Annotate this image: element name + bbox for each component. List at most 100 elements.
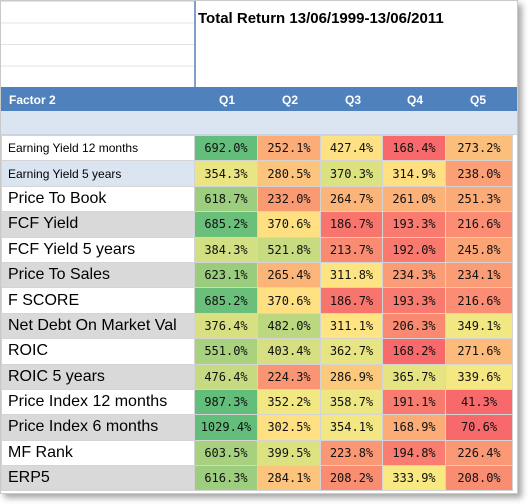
return-cell-q5[interactable]: 238.0% [445,160,513,187]
return-cell-q1[interactable]: 376.4% [194,312,258,340]
return-cell-q4[interactable]: 194.8% [382,439,446,467]
factor-name-cell[interactable]: FCF Yield [1,211,195,238]
return-cell-q2[interactable]: 302.5% [257,414,321,441]
return-cell-q1[interactable]: 623.1% [194,261,258,289]
return-cell-q4[interactable]: 168.4% [382,134,446,162]
return-cell-q3[interactable]: 213.7% [320,236,383,263]
return-cell-q1[interactable]: 616.3% [194,465,258,492]
header-q2[interactable]: Q2 [281,93,298,107]
return-cell-q3[interactable]: 370.3% [320,160,383,187]
return-cell-q4[interactable]: 261.0% [382,185,446,213]
return-cell-q4[interactable]: 333.9% [382,465,446,492]
return-cell-q3[interactable]: 311.1% [320,312,383,340]
return-cell-q5[interactable]: 41.3% [445,388,513,416]
return-cell-q1[interactable]: 603.5% [194,439,258,467]
return-cell-q3[interactable]: 358.7% [320,388,383,416]
return-cell-q2[interactable]: 521.8% [257,236,321,263]
return-cell-q3[interactable]: 427.4% [320,134,383,162]
factor-name-cell[interactable]: FCF Yield 5 years [1,236,195,263]
return-cell-q4[interactable]: 193.3% [382,287,446,314]
table-row: ROIC 551.0% 403.4% 362.7% 168.2% 271.6% [1,338,513,365]
return-cell-q5[interactable]: 226.4% [445,439,513,467]
return-cell-q3[interactable]: 186.7% [320,287,383,314]
return-cell-q3[interactable]: 264.7% [320,185,383,213]
return-cell-q5[interactable]: 216.6% [445,287,513,314]
factor-name-cell[interactable]: Earning Yield 5 years [1,160,195,187]
return-cell-q1[interactable]: 551.0% [194,338,258,365]
return-cell-q4[interactable]: 365.7% [382,363,446,390]
factor-name-cell[interactable]: ROIC [1,338,195,365]
return-cell-q3[interactable]: 286.9% [320,363,383,390]
return-cell-q2[interactable]: 482.0% [257,312,321,340]
return-cell-q4[interactable]: 193.3% [382,211,446,238]
return-cell-q5[interactable]: 245.8% [445,236,513,263]
return-cell-q2[interactable]: 399.5% [257,439,321,467]
return-cell-q3[interactable]: 186.7% [320,211,383,238]
return-cell-q4[interactable]: 206.3% [382,312,446,340]
factor-header-cell[interactable]: Factor 2 [9,93,56,107]
return-cell-q5[interactable]: 70.6% [445,414,513,441]
return-cell-q1[interactable]: 354.3% [194,160,258,187]
title-area: Total Return 13/06/1999-13/06/2011 [1,1,517,87]
return-cell-q3[interactable]: 311.8% [320,261,383,289]
return-cell-q2[interactable]: 280.5% [257,160,321,187]
return-cell-q4[interactable]: 168.2% [382,338,446,365]
return-cell-q5[interactable]: 273.2% [445,134,513,162]
return-cell-q1[interactable]: 1029.4% [194,414,258,441]
return-cell-q4[interactable]: 314.9% [382,160,446,187]
return-cell-q1[interactable]: 692.0% [194,134,258,162]
return-cell-q3[interactable]: 223.8% [320,439,383,467]
return-cell-q1[interactable]: 685.2% [194,211,258,238]
factor-name-cell[interactable]: ERP5 [1,465,195,492]
factor-name-cell[interactable]: Net Debt On Market Val [1,312,195,340]
return-cell-q1[interactable]: 987.3% [194,388,258,416]
return-cell-q4[interactable]: 168.9% [382,414,446,441]
factor-name-cell[interactable]: MF Rank [1,439,195,467]
factor-name-cell[interactable]: Price Index 12 months [1,388,195,416]
factor-name-cell[interactable]: Earning Yield 12 months [1,134,195,162]
factor-name-cell[interactable]: Price To Book [1,185,195,213]
header-q5[interactable]: Q5 [469,93,486,107]
return-cell-q4[interactable]: 191.1% [382,388,446,416]
return-cell-q2[interactable]: 284.1% [257,465,321,492]
return-cell-q1[interactable]: 618.7% [194,185,258,213]
return-cell-q2[interactable]: 370.6% [257,287,321,314]
return-cell-q2[interactable]: 265.4% [257,261,321,289]
return-cell-q2[interactable]: 252.1% [257,134,321,162]
return-cell-q1[interactable]: 685.2% [194,287,258,314]
table-row: Earning Yield 12 months 692.0% 252.1% 427.4… [1,134,513,162]
return-cell-q1[interactable]: 384.3% [194,236,258,263]
return-cell-q4[interactable]: 192.0% [382,236,446,263]
return-cell-q5[interactable]: 339.6% [445,363,513,390]
return-cell-q2[interactable]: 232.0% [257,185,321,213]
factor-name-cell[interactable]: F SCORE [1,287,195,314]
return-cell-q5[interactable]: 349.1% [445,312,513,340]
return-cell-q1[interactable]: 476.4% [194,363,258,390]
return-cell-q2[interactable]: 224.3% [257,363,321,390]
table-row: Net Debt On Market Val 376.4% 482.0% 311.1%… [1,312,513,340]
blank-row[interactable] [1,111,517,135]
column-divider [194,1,196,87]
factor-name-cell[interactable]: Price Index 6 months [1,414,195,441]
return-cell-q3[interactable]: 208.2% [320,465,383,492]
return-cell-q4[interactable]: 234.3% [382,261,446,289]
return-cell-q3[interactable]: 354.1% [320,414,383,441]
return-cell-q3[interactable]: 362.7% [320,338,383,365]
header-q1[interactable]: Q1 [218,93,235,107]
header-q4[interactable]: Q4 [406,93,423,107]
return-cell-q2[interactable]: 370.6% [257,211,321,238]
return-cell-q5[interactable]: 216.6% [445,211,513,238]
table-row: Price Index 6 months 1029.4% 302.5% 354.1% 1… [1,414,513,441]
factor-returns-table: Earning Yield 12 months 692.0% 252.1% 427.4… [1,134,513,492]
return-cell-q5[interactable]: 208.0% [445,465,513,492]
return-cell-q2[interactable]: 403.4% [257,338,321,365]
header-row: Factor 2 Q1 Q2 Q3 Q4 Q5 [1,87,517,111]
factor-name-cell[interactable]: Price To Sales [1,261,195,289]
return-cell-q5[interactable]: 234.1% [445,261,513,289]
empty-cells-area[interactable] [1,1,194,87]
return-cell-q2[interactable]: 352.2% [257,388,321,416]
return-cell-q5[interactable]: 271.6% [445,338,513,365]
header-q3[interactable]: Q3 [344,93,361,107]
return-cell-q5[interactable]: 251.3% [445,185,513,213]
factor-name-cell[interactable]: ROIC 5 years [1,363,195,390]
